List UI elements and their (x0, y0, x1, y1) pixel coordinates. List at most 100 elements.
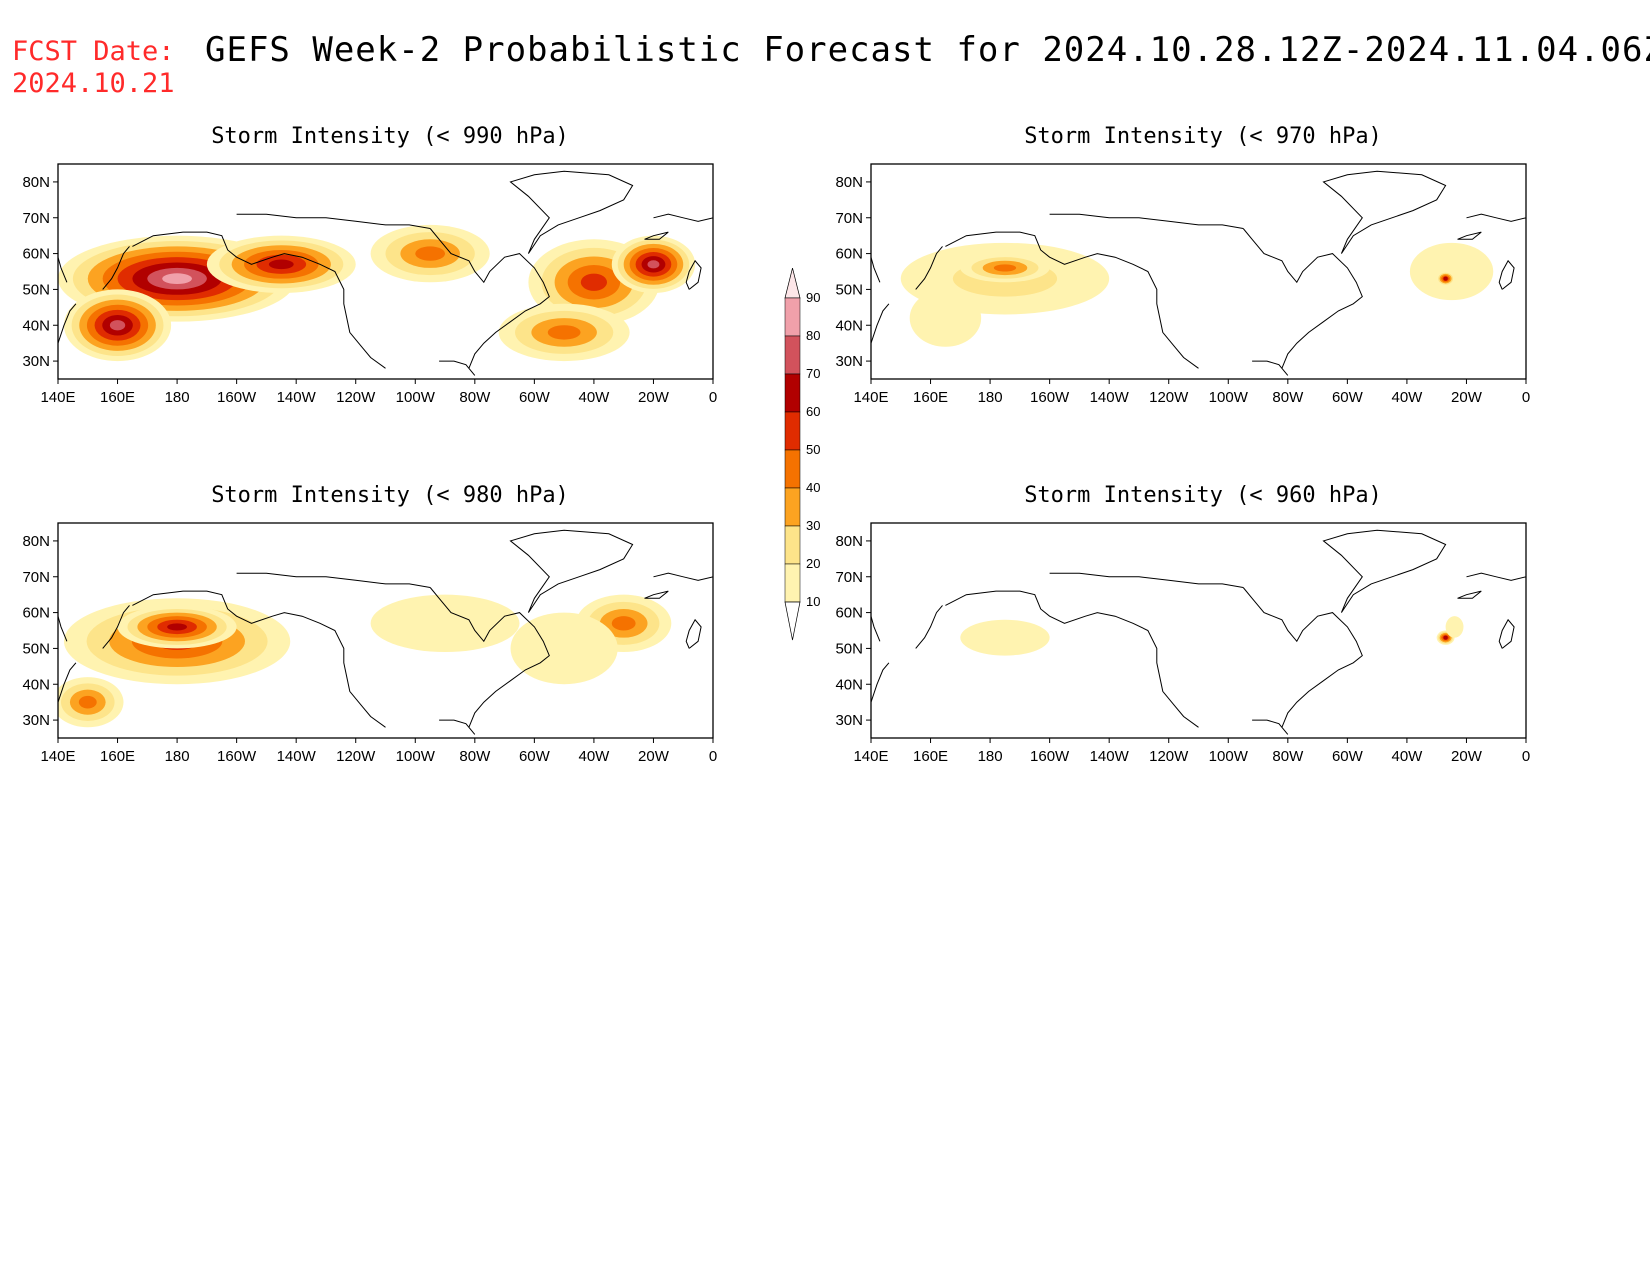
colorbar-label-20: 20 (806, 556, 820, 571)
map-960: 140E 160E 180 160W 140W 120W 100W 80W 60W 40W 20W 0… (835, 522, 1530, 765)
coastline-10 (58, 616, 68, 642)
lon-label-140W: 140W (1090, 748, 1130, 765)
lon-label-160E: 160E (913, 389, 948, 406)
coastline-2 (429, 228, 550, 369)
coastline-1 (236, 572, 431, 588)
colorbar: 10 20 30 40 50 60 70 80 90 (784, 268, 820, 641)
lon-label-20W: 20W (638, 748, 670, 765)
lon-label-80W: 80W (459, 389, 491, 406)
lon-label-140W: 140W (277, 748, 317, 765)
panel-title-960: Storm Intensity (< 960 hPa) (1024, 483, 1382, 508)
lon-label-140W: 140W (1090, 389, 1130, 406)
panel-title-980: Storm Intensity (< 980 hPa) (211, 483, 569, 508)
lon-label-180: 180 (978, 389, 1003, 406)
lat-label-40N: 40N (835, 676, 863, 693)
lon-label-100W: 100W (1209, 748, 1249, 765)
colorbar-band-7 (784, 563, 801, 603)
coastline-8 (58, 303, 77, 344)
coastline-7 (653, 213, 713, 222)
coastline-4 (1322, 170, 1447, 254)
prob-area-3-4 (611, 616, 636, 631)
lon-label-160E: 160E (100, 748, 135, 765)
lon-label-0: 0 (1522, 389, 1530, 406)
coastline-8 (871, 303, 890, 344)
coastline-5 (644, 231, 669, 240)
prob-area-4-1 (510, 612, 618, 685)
coastlines (871, 529, 1526, 735)
probability-field (900, 242, 1494, 347)
lon-label-80W: 80W (459, 748, 491, 765)
prob-area-6-4 (547, 325, 581, 340)
lat-label-70N: 70N (22, 210, 50, 227)
lon-label-40W: 40W (578, 748, 610, 765)
coastline-6 (685, 618, 702, 649)
colorbar-label-90: 90 (806, 290, 820, 305)
lat-label-40N: 40N (22, 676, 50, 693)
coastline-9 (102, 246, 130, 290)
colorbar-band-3 (784, 411, 801, 451)
map-frame (57, 522, 714, 739)
coastline-10 (871, 616, 881, 642)
coastline-10 (58, 257, 68, 283)
lon-label-40W: 40W (578, 389, 610, 406)
prob-area-4-6 (1443, 276, 1448, 281)
coastline-8 (871, 662, 890, 703)
coastline-0 (945, 231, 1199, 369)
lon-label-100W: 100W (396, 748, 436, 765)
lon-label-160W: 160W (1030, 389, 1070, 406)
map-970: 140E 160E 180 160W 140W 120W 100W 80W 60W 40W 20W 0… (835, 163, 1530, 406)
lon-label-180: 180 (165, 389, 190, 406)
lon-label-180: 180 (165, 748, 190, 765)
lat-label-70N: 70N (835, 569, 863, 586)
lat-label-60N: 60N (835, 605, 863, 622)
colorbar-bottom-arrow (784, 601, 801, 641)
prob-area-3-1 (1409, 242, 1494, 301)
lon-label-180: 180 (978, 748, 1003, 765)
colorbar-label-60: 60 (806, 404, 820, 419)
lon-label-120W: 120W (336, 748, 376, 765)
coastline-3 (1252, 719, 1289, 735)
prob-area-1-4 (993, 264, 1017, 272)
prob-area-1-6 (167, 623, 188, 631)
lon-label-160E: 160E (100, 389, 135, 406)
colorbar-label-10: 10 (806, 594, 820, 609)
panel-title-990: Storm Intensity (< 990 hPa) (211, 124, 569, 149)
colorbar-label-80: 80 (806, 328, 820, 343)
lon-label-140E: 140E (40, 748, 75, 765)
panel-title-970: Storm Intensity (< 970 hPa) (1024, 124, 1382, 149)
lon-label-160W: 160W (217, 389, 257, 406)
coastline-1 (236, 213, 431, 229)
prob-area-2-6 (268, 259, 294, 270)
colorbar-top-arrow (784, 268, 801, 299)
lon-label-120W: 120W (1149, 748, 1189, 765)
lat-label-30N: 30N (22, 353, 50, 370)
lat-label-80N: 80N (22, 533, 50, 550)
colorbar-label-50: 50 (806, 442, 820, 457)
coastline-2 (1242, 587, 1363, 728)
probability-field (58, 594, 672, 728)
lon-label-60W: 60W (1332, 748, 1364, 765)
coastline-6 (1498, 618, 1515, 649)
lon-label-60W: 60W (519, 389, 551, 406)
lat-label-80N: 80N (835, 533, 863, 550)
lon-label-160W: 160W (1030, 748, 1070, 765)
coastline-9 (102, 605, 130, 649)
colorbar-label-40: 40 (806, 480, 820, 495)
prob-area-5-7 (647, 260, 660, 269)
map-990: 140E 160E 180 160W 140W 120W 100W 80W 60W 40W 20W 0… (22, 163, 717, 406)
coastline-2 (1242, 228, 1363, 369)
panel-960: Storm Intensity (< 960 hPa) 140E 160E 180 1… (835, 483, 1643, 783)
fcst-date-value: 2024.10.21 (12, 68, 175, 99)
colorbar-label-30: 30 (806, 518, 820, 533)
coastline-0 (132, 590, 386, 728)
lat-label-30N: 30N (22, 712, 50, 729)
lon-label-0: 0 (709, 389, 717, 406)
lon-label-100W: 100W (396, 389, 436, 406)
prob-area-3-4 (415, 246, 446, 261)
lon-label-140E: 140E (40, 389, 75, 406)
lat-label-60N: 60N (22, 246, 50, 263)
coastline-4 (509, 170, 634, 254)
lat-label-40N: 40N (835, 317, 863, 334)
lon-label-20W: 20W (638, 389, 670, 406)
lon-label-80W: 80W (1272, 748, 1304, 765)
